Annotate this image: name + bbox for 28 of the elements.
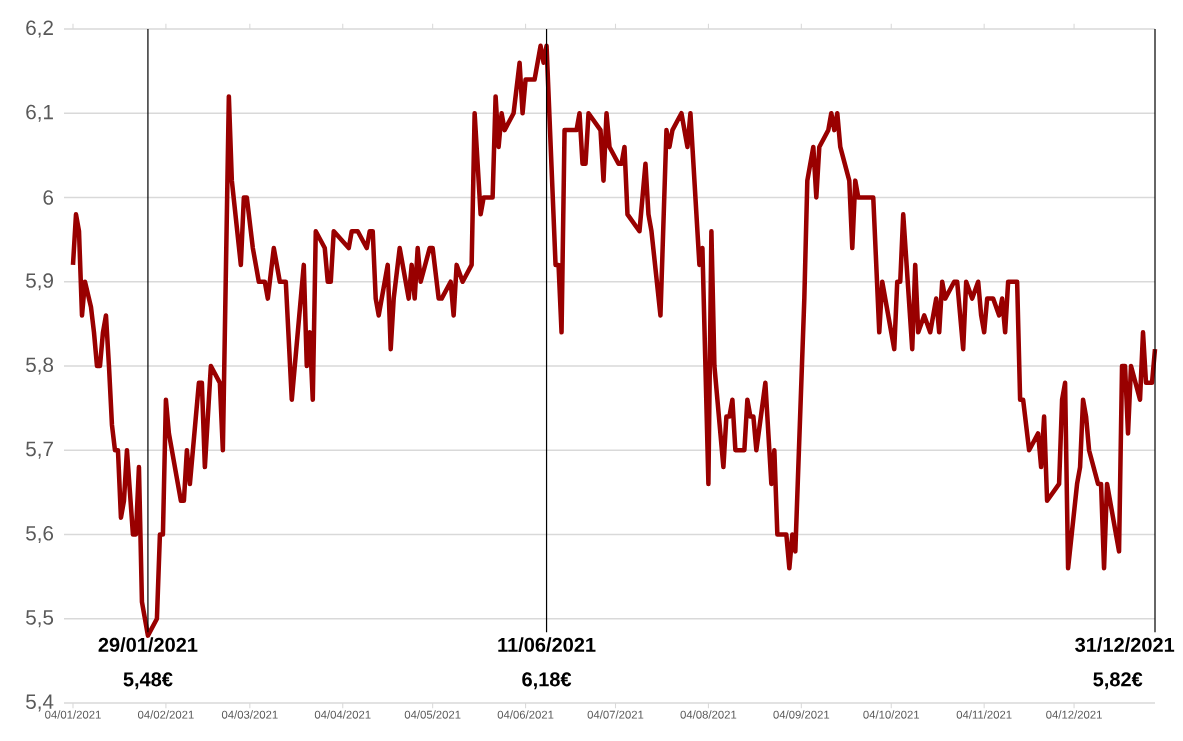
ref-line-label: 11/06/2021 bbox=[498, 637, 596, 653]
annotation: 6,18€ bbox=[522, 672, 572, 690]
annotation: 5,82€ bbox=[1093, 672, 1143, 690]
x-tick-label: 04/12/2021 bbox=[1046, 710, 1102, 719]
x-tick-label: 04/11/2021 bbox=[956, 710, 1012, 719]
line-series bbox=[70, 43, 1158, 638]
y-tick-label: 6,2 bbox=[26, 20, 53, 38]
x-tick-label: 04/03/2021 bbox=[221, 710, 278, 719]
y-tick-label: 5,7 bbox=[26, 441, 53, 459]
x-tick-label: 04/06/2021 bbox=[497, 710, 554, 719]
y-tick-label: 5,6 bbox=[26, 525, 54, 544]
y-tick-label: 5,4 bbox=[26, 694, 54, 712]
x-tick-label: 04/01/2021 bbox=[45, 710, 101, 719]
x-tick-label: 04/07/2021 bbox=[587, 710, 644, 719]
ref-line-label: 31/12/2021 bbox=[1075, 637, 1175, 653]
x-tick-label: 04/08/2021 bbox=[680, 710, 737, 719]
y-tick-label: 6 bbox=[43, 190, 54, 205]
x-tick-label: 04/02/2021 bbox=[137, 710, 194, 719]
ref-line-label: 29/01/2021 bbox=[98, 637, 198, 653]
y-tick-label: 5,9 bbox=[26, 273, 53, 291]
y-tick-label: 6,1 bbox=[26, 104, 53, 122]
y-tick-label: 5,5 bbox=[26, 610, 54, 628]
x-tick-label: 04/09/2021 bbox=[773, 710, 830, 719]
y-tick-label: 5,8 bbox=[26, 357, 54, 375]
x-tick-label: 04/05/2021 bbox=[404, 710, 461, 719]
x-tick-label: 04/04/2021 bbox=[314, 710, 371, 719]
x-tick-label: 04/10/2021 bbox=[863, 710, 920, 719]
annotation: 5,48€ bbox=[123, 672, 173, 690]
